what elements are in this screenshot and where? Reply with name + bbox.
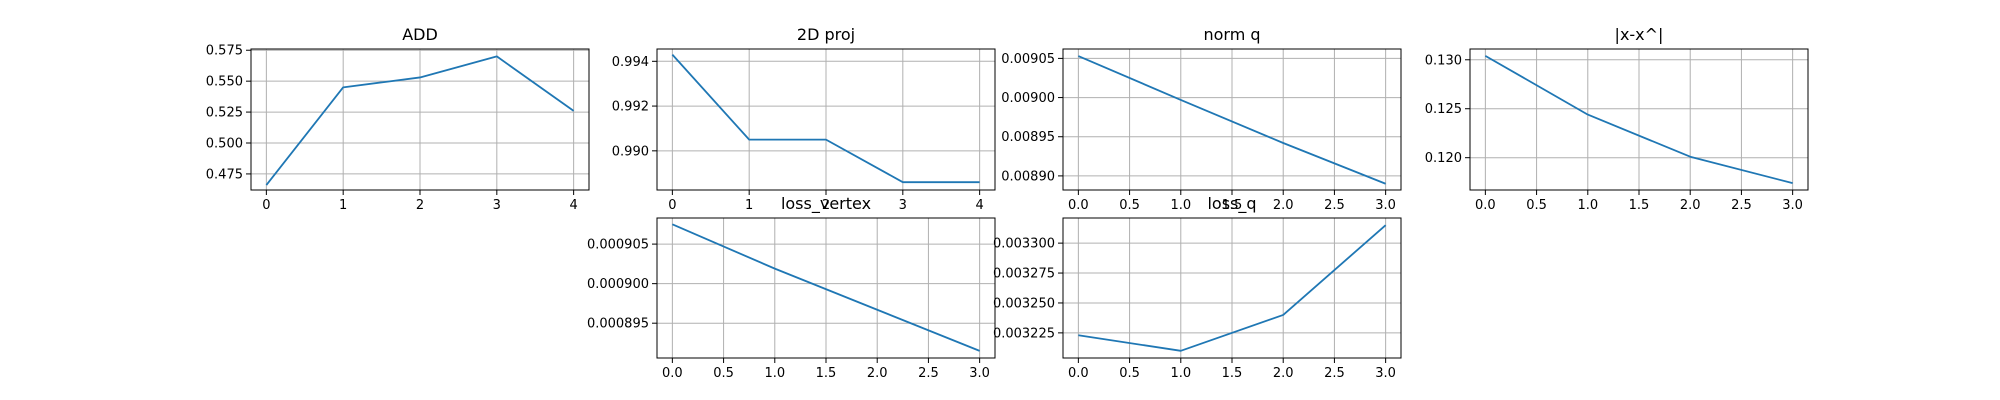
x-tick-label: 3.0: [1375, 198, 1396, 213]
x-tick-label: 1.0: [1170, 198, 1191, 213]
x-tick-label: 1.0: [764, 366, 785, 381]
y-tick-label: 0.990: [612, 144, 649, 159]
x-tick-label: 0: [262, 198, 270, 213]
x-tick-label: 1: [339, 198, 347, 213]
subplot-title: loss_q: [1207, 194, 1256, 214]
x-tick-label: 0.0: [1068, 366, 1089, 381]
subplot-loss-vertex: 0.0 0.5 1.0 1.5 2.0 2.5 3.0 0.000895 0.000900 0.0…: [587, 194, 996, 381]
series-line: [672, 223, 980, 352]
y-tick-label: 0.003250: [993, 296, 1055, 311]
x-tick-label: 0.5: [713, 366, 734, 381]
subplot-x-error: 0.0 0.5 1.0 1.5 2.0 2.5 3.0 0.120 0.125 0.130 |x-x…: [1425, 25, 1809, 213]
y-tick-label: 0.003275: [993, 267, 1055, 282]
x-tick-label: 2.5: [918, 366, 939, 381]
y-tick-label: 0.125: [1425, 102, 1462, 117]
y-tick-label: 0.575: [206, 44, 243, 59]
series-line: [265, 55, 575, 186]
x-tick-label: 3: [899, 198, 907, 213]
y-tick-label: 0.550: [206, 75, 243, 90]
x-tick-label: 1.5: [816, 366, 837, 381]
y-tick-label: 0.994: [612, 55, 649, 70]
y-tick-label: 0.000895: [587, 317, 649, 332]
series-line: [1078, 55, 1386, 185]
x-tick-label: 0.5: [1119, 366, 1140, 381]
y-tick-label: 0.000905: [587, 238, 649, 253]
subplot-title: ADD: [402, 25, 438, 44]
x-tick-label: 2.5: [1731, 198, 1752, 213]
x-tick-label: 4: [975, 198, 983, 213]
y-tick-label: 0.992: [612, 100, 649, 115]
y-tick-label: 0.525: [206, 106, 243, 121]
x-tick-label: 3: [493, 198, 501, 213]
x-tick-label: 3.0: [1782, 198, 1803, 213]
x-tick-label: 1.5: [1629, 198, 1650, 213]
x-tick-label: 1.5: [1222, 198, 1243, 213]
y-tick-label: 0.00900: [1001, 91, 1055, 106]
subplot-add: 0 1 2 3 4 0.475 0.500 0.525 0.550 0.575 ADD: [206, 25, 590, 213]
y-tick-label: 0.130: [1425, 53, 1462, 68]
y-tick-label: 0.500: [206, 137, 243, 152]
y-tick-label: 0.00890: [1001, 169, 1055, 184]
x-tick-label: 0: [668, 198, 676, 213]
x-tick-label: 0.5: [1119, 198, 1140, 213]
y-tick-label: 0.003300: [993, 237, 1055, 252]
x-tick-label: 2.0: [867, 366, 888, 381]
x-tick-label: 3.0: [1375, 366, 1396, 381]
x-tick-label: 2: [416, 198, 424, 213]
subplot-title: |x-x^|: [1615, 25, 1664, 44]
x-tick-label: 0.0: [1475, 198, 1496, 213]
subplot-title: loss_vertex: [781, 194, 871, 214]
x-tick-label: 2.5: [1324, 366, 1345, 381]
x-tick-label: 0.0: [1068, 198, 1089, 213]
subplot-loss-q: 0.0 0.5 1.0 1.5 2.0 2.5 3.0 0.003225 0.003250 0.0…: [993, 194, 1402, 381]
x-tick-label: 1.0: [1170, 366, 1191, 381]
x-tick-label: 4: [569, 198, 577, 213]
x-tick-label: 1.0: [1577, 198, 1598, 213]
x-tick-label: 2: [822, 198, 830, 213]
x-tick-label: 3.0: [969, 366, 990, 381]
x-tick-label: 2.0: [1273, 366, 1294, 381]
x-tick-label: 2.0: [1680, 198, 1701, 213]
subplot-title: 2D proj: [797, 25, 855, 44]
series-line: [1484, 55, 1793, 185]
y-tick-label: 0.00905: [1001, 52, 1055, 67]
y-tick-label: 0.475: [206, 167, 243, 182]
x-tick-label: 0.5: [1526, 198, 1547, 213]
x-tick-label: 2.0: [1273, 198, 1294, 213]
subplot-2d-proj: 0 1 2 3 4 0.990 0.992 0.994 2D proj: [612, 25, 996, 213]
x-tick-label: 2.5: [1324, 198, 1345, 213]
subplot-norm-q: 0.0 0.5 1.0 1.5 2.0 2.5 3.0 0.00890 0.00895 0.009…: [1001, 25, 1402, 213]
y-tick-label: 0.003225: [993, 326, 1055, 341]
x-tick-label: 1: [745, 198, 753, 213]
x-tick-label: 0.0: [662, 366, 683, 381]
y-tick-label: 0.00895: [1001, 130, 1055, 145]
y-tick-label: 0.000900: [587, 277, 649, 292]
subplot-title: norm q: [1203, 25, 1260, 44]
series-line: [1078, 224, 1387, 352]
x-tick-label: 1.5: [1222, 366, 1243, 381]
series-line: [671, 53, 980, 184]
y-tick-label: 0.120: [1425, 151, 1462, 166]
